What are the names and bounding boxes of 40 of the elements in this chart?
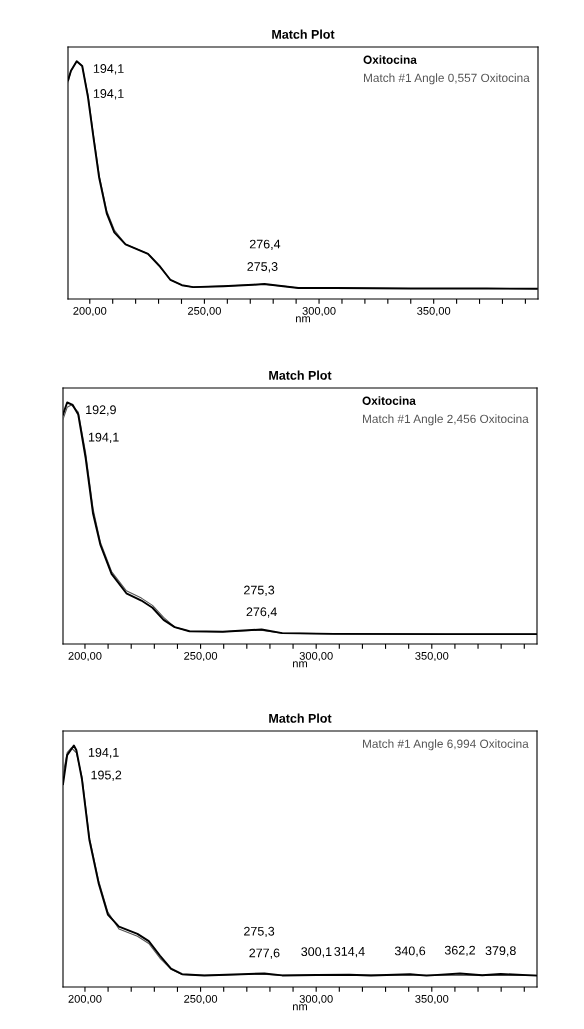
text: Oxitocina xyxy=(362,396,416,405)
annotation: 194,1 xyxy=(93,89,124,100)
annotation: 192,9 xyxy=(86,405,116,416)
x-tick-label: 300,00 xyxy=(299,994,333,1005)
x-tick-label: 200,00 xyxy=(68,651,102,662)
annotation: 314,4 xyxy=(334,946,365,958)
annotation: 300,1 xyxy=(301,947,332,958)
x-tick-label: 200,00 xyxy=(68,994,102,1005)
text: Match #1 Angle 2,456 Oxitocina xyxy=(363,414,529,426)
x-tick-label: 350,00 xyxy=(415,994,449,1005)
annotation: 276,4 xyxy=(246,607,277,618)
x-axis-title: nm xyxy=(293,661,307,668)
text: Oxitocina xyxy=(363,55,417,64)
annotation: 275,3 xyxy=(247,262,278,273)
x-tick-label: 250,00 xyxy=(187,306,221,317)
chart-title: Match Plot xyxy=(272,29,335,39)
x-tick-label: 300,00 xyxy=(299,651,333,662)
annotation: 362,2 xyxy=(444,945,476,957)
x-tick-label: 250,00 xyxy=(184,651,218,662)
chart-title: Match Plot xyxy=(269,370,332,380)
text: Match #1 Angle 6,994 Oxitocina xyxy=(363,739,529,751)
annotation: 379,8 xyxy=(485,946,516,957)
x-tick-label: 200,00 xyxy=(73,306,107,317)
text: Match #1 Angle 0,557 Oxitocina xyxy=(364,73,530,85)
x-tick-label: 350,00 xyxy=(417,306,451,317)
annotation: 277,6 xyxy=(249,948,280,959)
annotation: 275,3 xyxy=(244,585,275,596)
annotation: 275,3 xyxy=(244,926,275,938)
annotation: 194,1 xyxy=(88,747,119,759)
x-axis-title: nm xyxy=(296,316,310,323)
x-axis-title: nm xyxy=(293,1004,307,1011)
annotation: 340,6 xyxy=(394,946,426,957)
annotation: 276,4 xyxy=(249,239,281,250)
x-tick-label: 350,00 xyxy=(415,651,449,662)
x-tick-label: 250,00 xyxy=(184,994,218,1005)
x-tick-label: 300,00 xyxy=(302,306,336,317)
chart-title: Match Plot xyxy=(269,713,332,723)
annotation: 195,2 xyxy=(91,770,122,781)
annotation: 194,1 xyxy=(93,64,124,75)
annotation: 194,1 xyxy=(88,432,119,444)
